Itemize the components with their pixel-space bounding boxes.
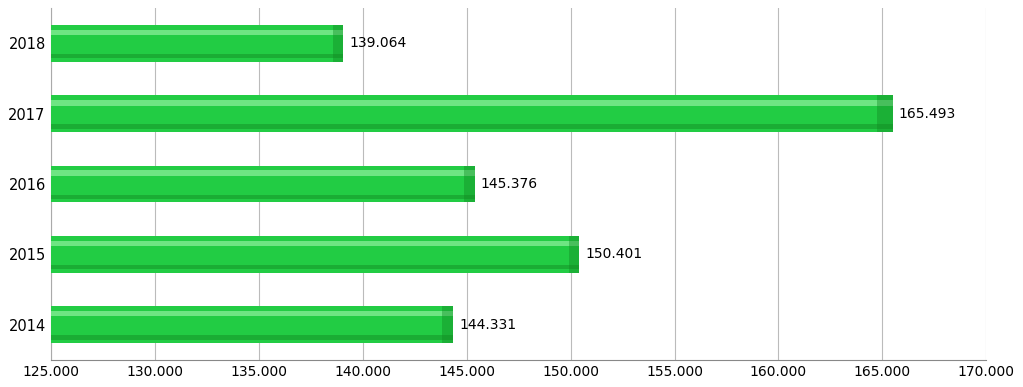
Bar: [51, 236, 579, 272]
Bar: [51, 100, 892, 106]
Text: 150.401: 150.401: [585, 247, 642, 261]
Text: 165.493: 165.493: [899, 107, 957, 121]
Bar: [51, 54, 344, 58]
Bar: [333, 25, 344, 62]
Bar: [51, 30, 344, 35]
Bar: [51, 124, 892, 129]
Bar: [51, 241, 579, 246]
Bar: [569, 236, 579, 272]
Bar: [878, 96, 892, 132]
Bar: [51, 166, 475, 202]
Bar: [51, 96, 892, 132]
Bar: [51, 335, 453, 340]
Bar: [51, 25, 344, 62]
Bar: [51, 170, 475, 176]
Bar: [443, 307, 453, 343]
Text: 145.376: 145.376: [481, 177, 538, 191]
Bar: [51, 311, 453, 317]
Bar: [51, 265, 579, 269]
Bar: [464, 166, 475, 202]
Bar: [51, 195, 475, 199]
Text: 139.064: 139.064: [350, 36, 407, 50]
Bar: [51, 307, 453, 343]
Text: 144.331: 144.331: [459, 318, 517, 332]
